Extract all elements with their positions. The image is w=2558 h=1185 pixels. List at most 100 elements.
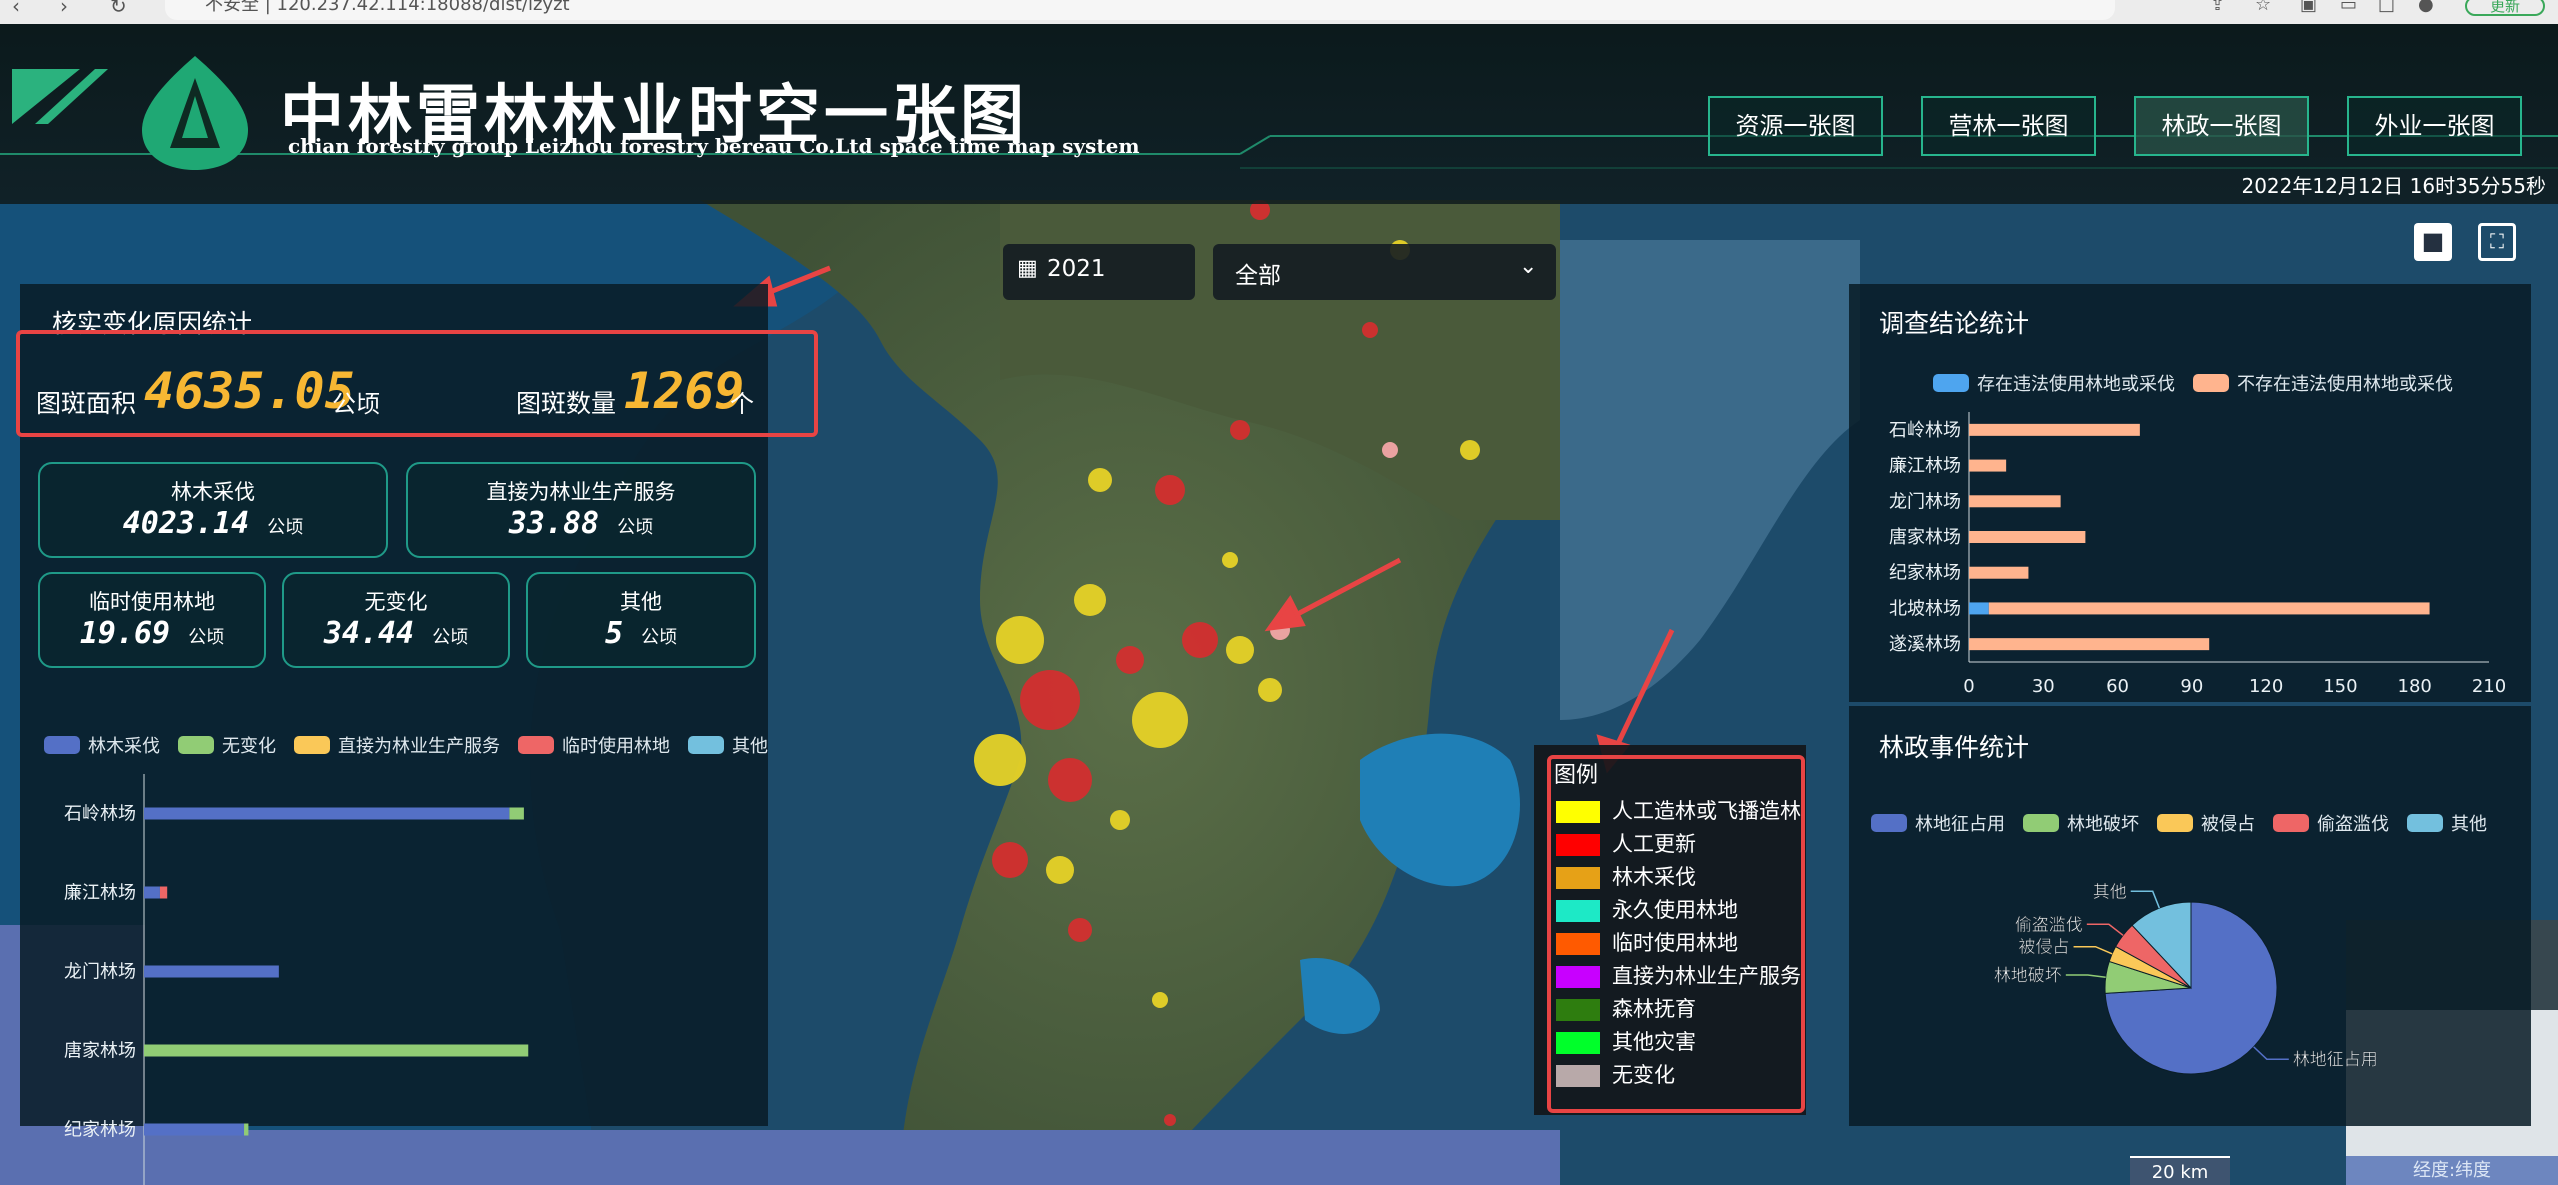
bar-segment[interactable] xyxy=(244,1123,249,1136)
bar-segment[interactable] xyxy=(144,1123,245,1136)
profile-icon[interactable]: ● xyxy=(2418,0,2434,15)
legend-label: 直接为林业生产服务 xyxy=(1612,964,1801,988)
y-tick-label: 石岭林场 xyxy=(64,804,136,825)
nav-silviculture[interactable]: 营林一张图 xyxy=(1921,96,2096,156)
forward-icon[interactable]: › xyxy=(60,0,68,18)
legend-item[interactable]: 临时使用林地 xyxy=(518,732,670,758)
bar-segment[interactable] xyxy=(144,886,160,899)
legend-item[interactable]: 林地征占用 xyxy=(1871,810,2005,836)
x-tick-label: 60 xyxy=(2106,676,2129,697)
bar-segment[interactable] xyxy=(509,807,524,820)
stat-unit: 公顷 xyxy=(617,517,654,538)
stat-card-temporary-use: 临时使用林地 19.69 公顷 xyxy=(38,572,266,668)
stat-value: 34.44 xyxy=(323,616,415,651)
legend-item[interactable]: 被侵占 xyxy=(2157,810,2255,836)
y-tick-label: 纪家林场 xyxy=(64,1120,136,1141)
legend-item[interactable]: 偷盗滥伐 xyxy=(2273,810,2389,836)
legend-swatch xyxy=(1556,999,1600,1021)
legend-label: 其他灾害 xyxy=(1612,1030,1696,1054)
bar-segment[interactable] xyxy=(1969,531,2086,543)
legend-item[interactable]: 其他 xyxy=(2407,810,2487,836)
legend-item[interactable]: 林木采伐 xyxy=(44,732,160,758)
pie-label: 林地征占用 xyxy=(2293,1050,2378,1070)
x-tick-label: 150 xyxy=(2323,676,2357,697)
bar-segment[interactable] xyxy=(1988,602,2430,615)
nav-fieldwork[interactable]: 外业一张图 xyxy=(2347,96,2522,156)
y-tick-label: 唐家林场 xyxy=(64,1041,136,1062)
legend-item[interactable]: 直接为林业生产服务 xyxy=(294,732,500,758)
extensions-icon[interactable]: ▣ xyxy=(2300,0,2318,15)
pie-leader-line xyxy=(2073,945,2113,955)
legend-swatch xyxy=(2273,814,2309,832)
bar-segment[interactable] xyxy=(1969,638,2210,651)
map-legend: 图例 人工造林或飞播造林 人工更新 林木采伐 永久使用林地 临时使用林地 直接为林业生产服… xyxy=(1534,745,1806,1115)
bar-segment[interactable] xyxy=(1969,459,2007,472)
sidebar-icon[interactable]: ▭ xyxy=(2340,0,2358,15)
stat-label: 林木采伐 xyxy=(171,480,255,504)
stat-label: 无变化 xyxy=(364,590,428,614)
pie-label: 被侵占 xyxy=(2019,938,2070,958)
legend-swatch xyxy=(2157,814,2193,832)
pie-leader-line xyxy=(2086,923,2124,936)
legend-swatch xyxy=(688,736,724,754)
region-value: 全部 xyxy=(1235,263,1281,289)
nav-resources[interactable]: 资源一张图 xyxy=(1708,96,1883,156)
bar-segment[interactable] xyxy=(1969,602,1989,615)
toolbox-icon[interactable]: ■ xyxy=(2414,223,2452,261)
change-reason-panel: 核实变化原因统计 图斑面积 4635.05 公顷 图斑数量 1269 个 林木采… xyxy=(20,284,768,1185)
legend-swatch xyxy=(1556,801,1600,823)
back-icon[interactable]: ‹ xyxy=(12,0,20,18)
stat-unit: 公顷 xyxy=(267,517,304,538)
bar-segment[interactable] xyxy=(1969,566,2029,579)
chart-legend: 林地征占用 林地破坏 被侵占 偷盗滥伐 其他 xyxy=(1871,810,2505,836)
legend-label: 直接为林业生产服务 xyxy=(338,736,500,757)
bookmark-star-icon[interactable]: ☆ xyxy=(2255,0,2272,15)
y-tick-label: 廉江林场 xyxy=(64,883,136,904)
legend-swatch xyxy=(1871,814,1907,832)
stat-value: 5 xyxy=(604,616,623,651)
bar-segment[interactable] xyxy=(159,886,168,899)
browser-bar: ‹ › ↻ 不安全 | 120.237.42.114:18088/dist/lz… xyxy=(0,0,2558,24)
update-button[interactable]: 更新 xyxy=(2465,0,2545,16)
chart-legend: 林木采伐 无变化 直接为林业生产服务 临时使用林地 其他 xyxy=(44,732,786,758)
year-selector[interactable]: ▦ 2021 xyxy=(1003,244,1195,300)
legend-swatch xyxy=(1556,966,1600,988)
legend-item[interactable]: 存在违法使用林地或采伐 xyxy=(1933,370,2175,396)
legend-row: 无变化 xyxy=(1556,1059,1675,1087)
legend-row: 永久使用林地 xyxy=(1556,894,1738,922)
legend-swatch xyxy=(294,736,330,754)
y-tick-label: 廉江林场 xyxy=(1889,456,1961,477)
stat-value: 33.88 xyxy=(508,506,600,541)
coordinate-readout: 经度:纬度 xyxy=(2346,1156,2558,1185)
legend-row: 其他灾害 xyxy=(1556,1026,1696,1054)
highlight-box xyxy=(16,330,818,437)
bar-segment[interactable] xyxy=(144,1044,529,1057)
legend-item[interactable]: 无变化 xyxy=(178,732,276,758)
datetime: 2022年12月12日 16时35分55秒 xyxy=(2241,174,2546,198)
change-reason-bar-chart: 0100200300400遂溪林场北坡林场纪家林场唐家林场龙门林场廉江林场石岭林… xyxy=(64,774,529,1185)
x-tick-label: 90 xyxy=(2180,676,2203,697)
share-icon[interactable]: ⇪ xyxy=(2210,0,2226,15)
reload-icon[interactable]: ↻ xyxy=(110,0,127,18)
legend-item[interactable]: 林地破坏 xyxy=(2023,810,2139,836)
address-bar[interactable]: 不安全 | 120.237.42.114:18088/dist/lzyzt xyxy=(165,0,2115,20)
legend-label: 无变化 xyxy=(222,736,276,757)
legend-row: 人工更新 xyxy=(1556,828,1696,856)
legend-item[interactable]: 不存在违法使用林地或采伐 xyxy=(2193,370,2453,396)
bar-segment[interactable] xyxy=(144,807,510,820)
y-tick-label: 石岭林场 xyxy=(1889,420,1961,441)
pie-leader-line xyxy=(2065,974,2106,978)
nav-forest-admin[interactable]: 林政一张图 xyxy=(2134,96,2309,156)
legend-label: 其他 xyxy=(732,736,768,757)
region-dropdown[interactable]: 全部 ⌄ xyxy=(1213,244,1556,300)
pie-slice[interactable] xyxy=(2131,901,2192,990)
bar-segment[interactable] xyxy=(1969,495,2061,508)
fullscreen-icon[interactable]: ⛶ xyxy=(2478,223,2516,261)
window-icon[interactable]: □ xyxy=(2378,0,2396,15)
legend-swatch xyxy=(1556,900,1600,922)
legend-swatch xyxy=(44,736,80,754)
bar-segment[interactable] xyxy=(144,965,279,978)
legend-item[interactable]: 其他 xyxy=(688,732,768,758)
bar-segment[interactable] xyxy=(1969,423,2140,436)
